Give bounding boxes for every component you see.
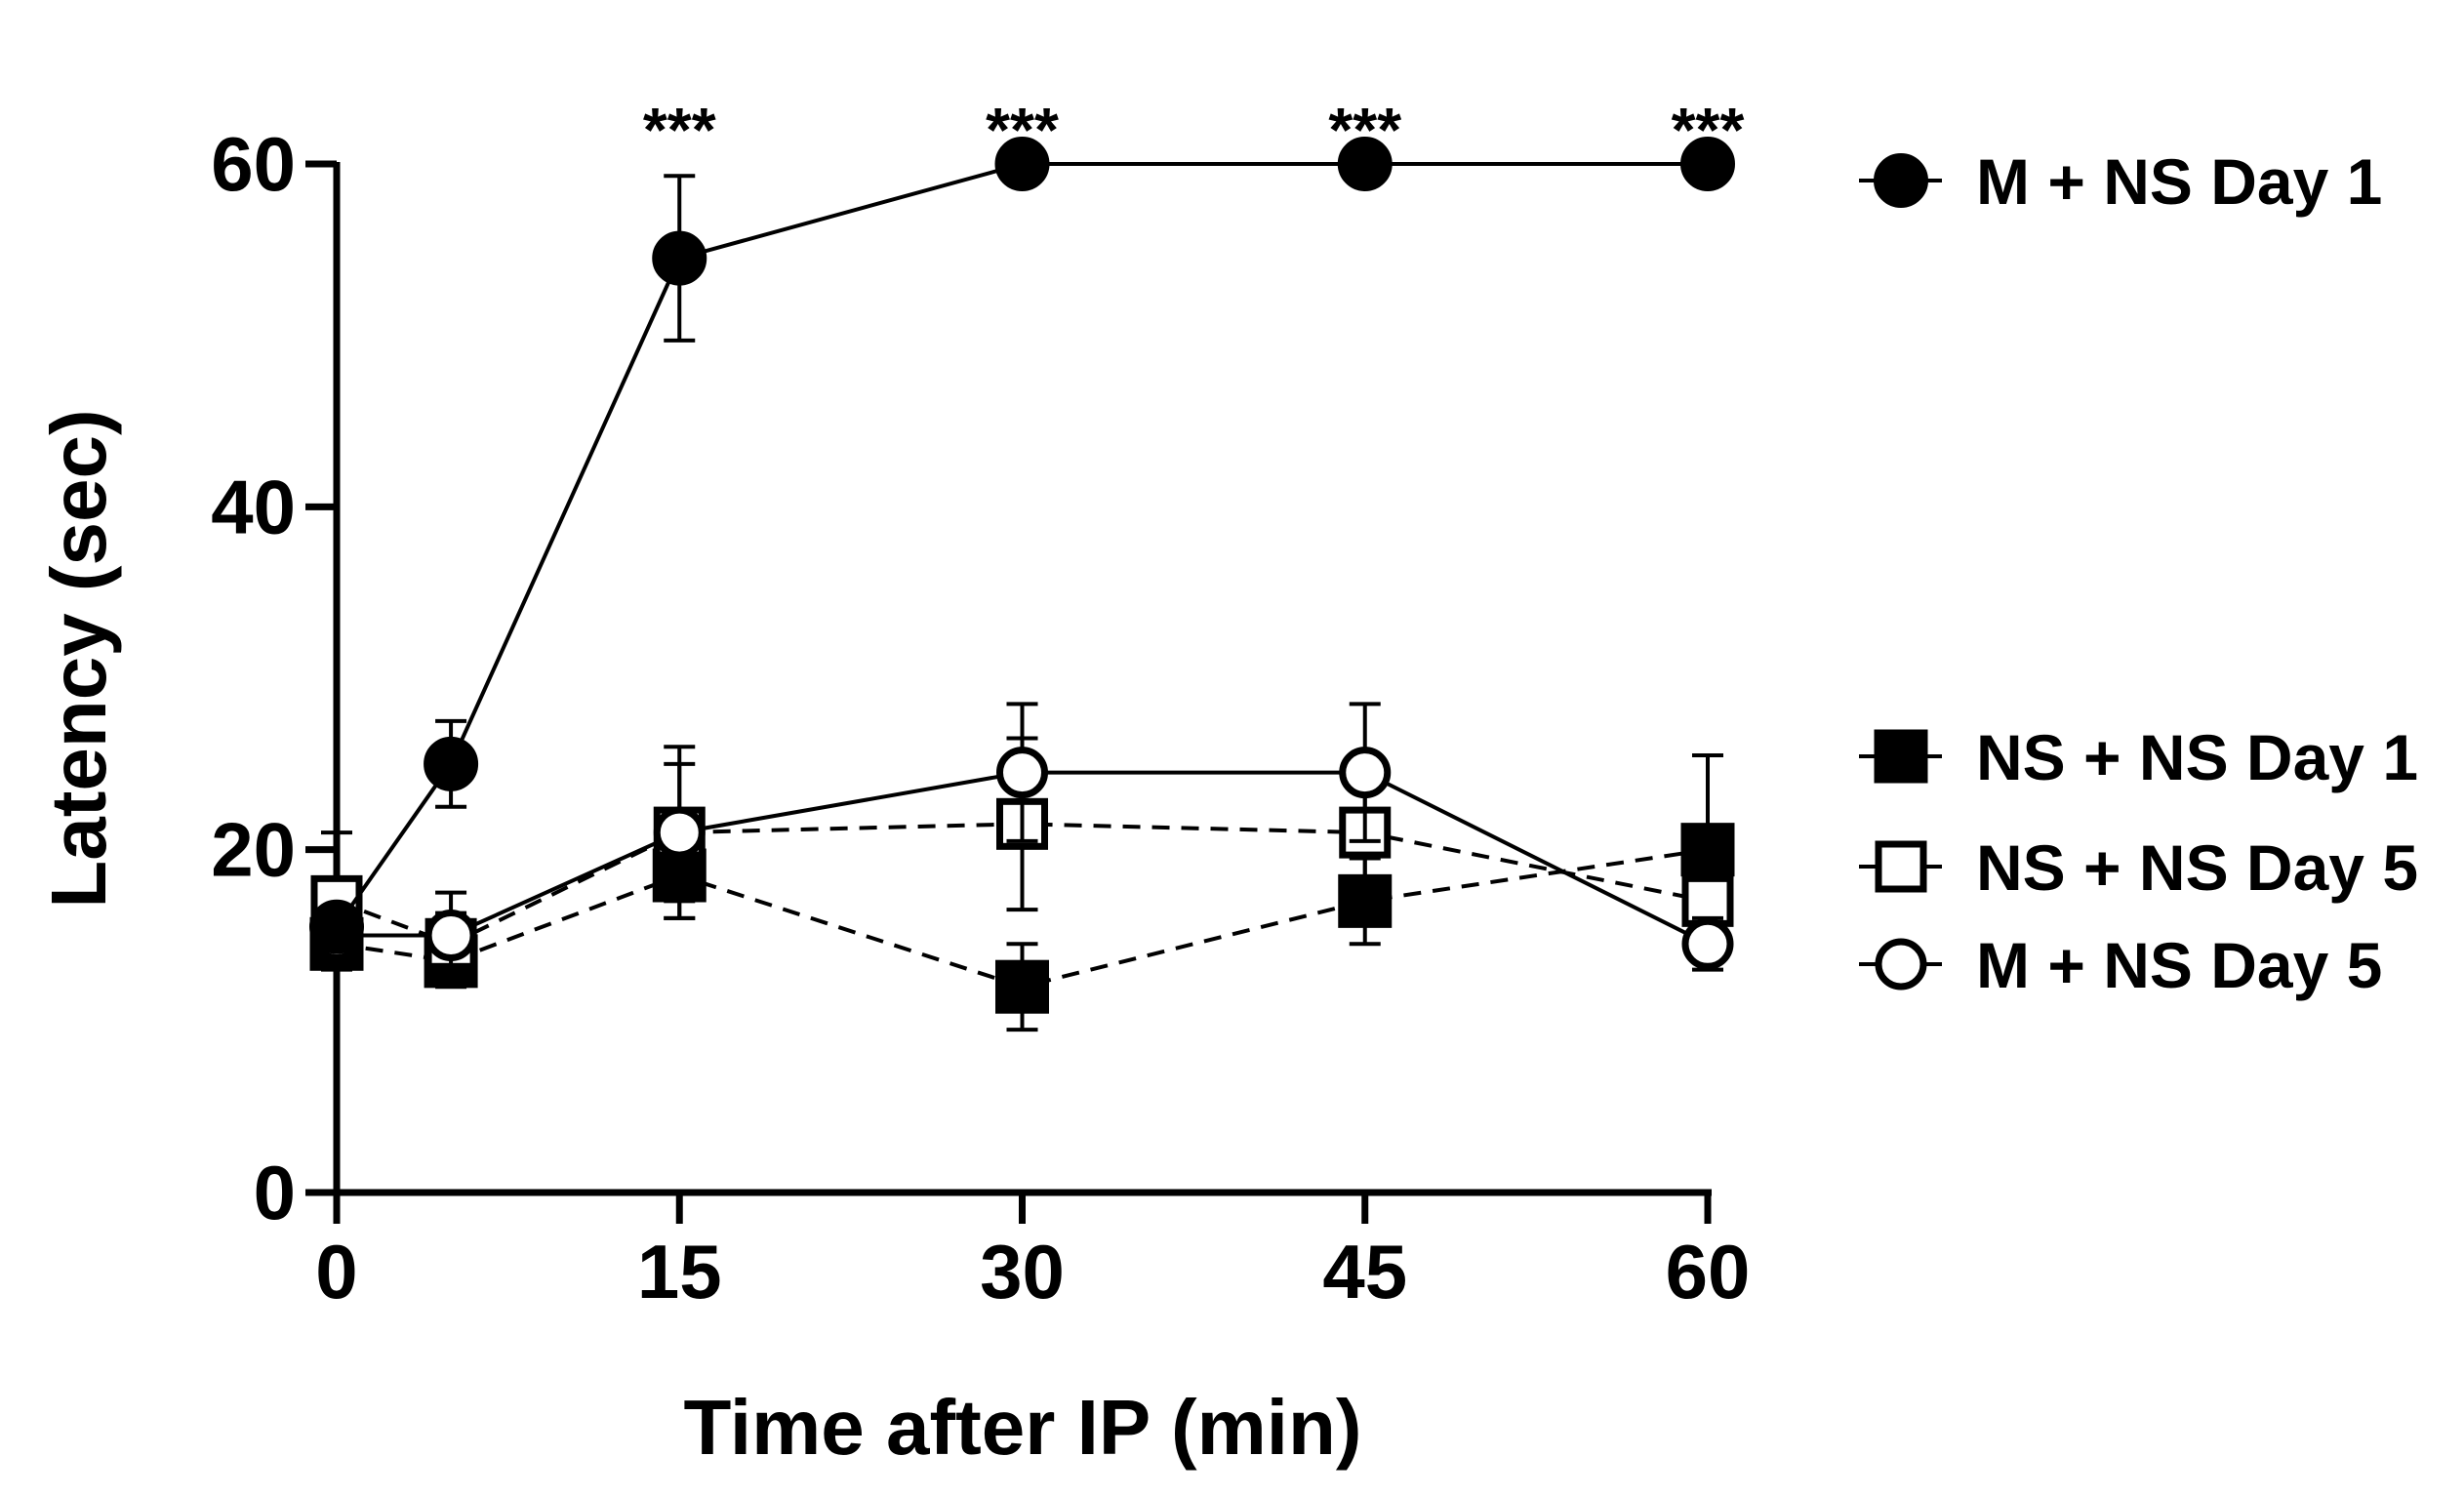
legend-label: NS + NS Day 5 [1976, 831, 2418, 904]
x-axis-title: Time after IP (min) [684, 1384, 1362, 1471]
data-point [652, 230, 707, 286]
data-point [424, 736, 479, 791]
x-tick-label: 0 [315, 1229, 357, 1315]
legend-entry: NS + NS Day 5 [1859, 831, 2418, 904]
x-tick-label: 60 [1666, 1229, 1751, 1315]
legend-label: M + NS Day 1 [1976, 145, 2382, 218]
series-3 [310, 702, 1734, 981]
legend-layer: M + NS Day 1 NS + NS Day 1 NS + NS Day 5 M … [1859, 145, 2418, 1001]
legend-label: M + NS Day 5 [1976, 929, 2382, 1001]
y-tick-label: 40 [211, 464, 296, 549]
legend-label: NS + NS Day 1 [1976, 721, 2418, 793]
legend-marker [1874, 729, 1928, 784]
axes-layer: 0 20 40 60 0 15 30 45 60 [211, 121, 1750, 1315]
data-point [309, 899, 364, 954]
significance-label: *** [986, 95, 1059, 165]
significance-label: *** [1328, 95, 1401, 165]
significance-label: *** [643, 95, 716, 165]
significance-label: *** [1672, 95, 1745, 165]
legend-marker [1874, 153, 1928, 208]
x-tick-label: 45 [1322, 1229, 1407, 1315]
series-line [335, 162, 1708, 928]
y-tick-label: 20 [211, 807, 296, 893]
y-tick-label: 0 [254, 1150, 296, 1235]
y-axis-title: Latency (sec) [35, 409, 122, 908]
data-point [1680, 137, 1735, 191]
data-point [653, 806, 706, 859]
data-point [424, 910, 477, 961]
x-tick-label: 30 [980, 1229, 1065, 1315]
annotation-layer: *** *** *** *** [643, 95, 1745, 165]
legend-entry: M + NS Day 1 [1859, 145, 2382, 218]
legend-entry: NS + NS Day 1 [1859, 721, 2418, 793]
data-point [1337, 137, 1393, 191]
legend-entry: M + NS Day 5 [1859, 929, 2382, 1001]
data-point [996, 747, 1048, 799]
x-tick-label: 15 [637, 1229, 722, 1315]
series-0 [309, 137, 1735, 954]
legend-marker [1875, 938, 1927, 991]
data-point [1681, 917, 1734, 970]
data-point [995, 959, 1049, 1014]
data-point [1339, 747, 1392, 799]
y-tick-label: 60 [211, 121, 296, 207]
legend-marker [1875, 840, 1927, 893]
series-layer [309, 137, 1735, 1032]
data-point [994, 137, 1050, 191]
